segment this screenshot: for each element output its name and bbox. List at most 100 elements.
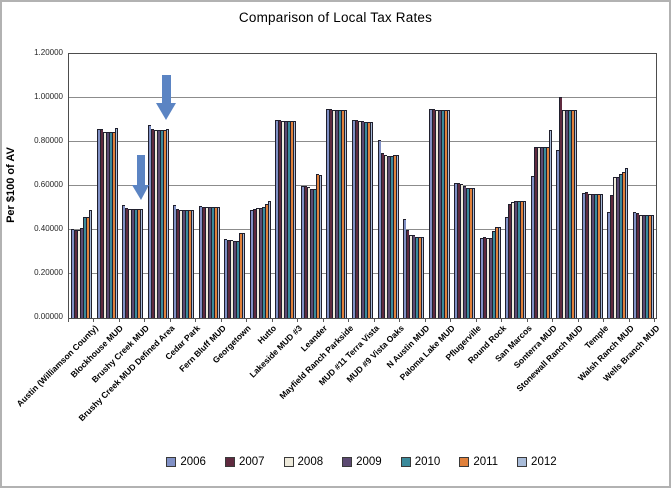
bar-2007 [176, 209, 180, 318]
bar-2007 [584, 192, 588, 318]
legend-color-swatch [224, 457, 235, 467]
bar-2008 [230, 240, 234, 318]
bar-2008 [434, 110, 438, 318]
bar-2006 [530, 176, 534, 318]
bar-2006 [326, 109, 330, 318]
bar-2008 [460, 184, 464, 318]
bar-2008 [204, 207, 208, 318]
bar-2011 [392, 155, 396, 318]
legend-item: 2007 [224, 456, 265, 468]
legend-item: 2006 [166, 456, 206, 468]
bar-2006 [351, 120, 355, 318]
bar-2007 [610, 195, 614, 318]
bar-2011 [366, 122, 370, 318]
x-tick [247, 318, 273, 322]
bar-2006 [454, 183, 458, 318]
bar-2012 [165, 129, 169, 318]
bar-2007 [508, 204, 512, 318]
legend-label: 2007 [238, 456, 265, 468]
bar-2009 [437, 110, 441, 318]
bar-2009 [514, 201, 518, 318]
bar-2011 [315, 174, 319, 318]
legend-item: 2009 [342, 456, 382, 468]
bar-2012 [114, 128, 118, 318]
bar-group [273, 54, 299, 318]
y-tick-label: 0.60000 [34, 180, 63, 189]
bar-2007 [482, 237, 486, 318]
bar-2007 [635, 213, 639, 318]
bar-2010 [312, 189, 316, 318]
bar-2008 [562, 110, 566, 318]
bar-2006 [556, 150, 560, 318]
bar-2010 [593, 194, 597, 318]
bar-2011 [571, 110, 575, 318]
bar-2008 [383, 155, 387, 318]
bar-2012 [446, 110, 450, 318]
bar-2009 [284, 121, 288, 318]
bar-2011 [545, 147, 549, 318]
legend-item: 2008 [283, 456, 323, 468]
bar-2011 [264, 204, 268, 318]
legend-label: 2011 [473, 456, 499, 468]
bar-2010 [389, 156, 393, 318]
bar-2010 [440, 110, 444, 318]
bar-group [503, 54, 529, 318]
x-tick [604, 318, 630, 322]
legend-color-swatch [517, 457, 528, 467]
bar-2008 [102, 132, 106, 318]
bar-2007 [559, 97, 563, 318]
y-tick-label: 0.20000 [34, 268, 63, 277]
legend-color-swatch [283, 457, 294, 467]
bar-2009 [207, 207, 211, 318]
bar-2012 [497, 227, 501, 318]
legend-label: 2012 [531, 456, 557, 468]
bar-2006 [607, 212, 611, 318]
bar-group [375, 54, 401, 318]
bar-2006 [505, 217, 509, 318]
bar-group [222, 54, 248, 318]
bar-2010 [134, 209, 138, 318]
bar-2011 [418, 237, 422, 318]
bar-2006 [275, 120, 279, 318]
bar-2012 [599, 194, 603, 318]
bar-2009 [258, 208, 262, 318]
bar-2009 [105, 132, 109, 318]
bar-2007 [99, 129, 103, 318]
bar-2007 [227, 240, 231, 318]
bar-2012 [191, 210, 195, 318]
bar-2006 [147, 125, 151, 318]
legend-item: 2010 [400, 456, 440, 468]
bar-2012 [548, 130, 552, 318]
bar-2010 [185, 210, 189, 318]
bar-2012 [369, 122, 373, 318]
x-tick [375, 318, 401, 322]
bar-2009 [182, 210, 186, 318]
bar-2011 [213, 207, 217, 318]
bar-2008 [638, 215, 642, 318]
legend-color-swatch [166, 457, 177, 467]
bar-2010 [261, 207, 265, 318]
bar-2006 [198, 206, 202, 318]
bar-2011 [290, 121, 294, 318]
bar-group [350, 54, 376, 318]
y-tick-label: 0.00000 [34, 312, 63, 321]
bar-2008 [306, 187, 310, 318]
bar-2006 [224, 239, 228, 318]
x-category-label: Hutto [255, 323, 279, 346]
bar-2009 [233, 241, 237, 318]
bar-group [528, 54, 554, 318]
x-tick [196, 318, 222, 322]
bar-group [95, 54, 121, 318]
bar-2011 [469, 188, 473, 318]
bar-2010 [619, 174, 623, 318]
x-tick [553, 318, 579, 322]
bar-2008 [613, 177, 617, 318]
bar-2006 [581, 193, 585, 318]
bar-2009 [360, 121, 364, 318]
bar-2006 [479, 238, 483, 318]
bar-2007 [457, 183, 461, 318]
bar-2010 [210, 207, 214, 318]
bar-2008 [255, 208, 259, 318]
y-tick-label: 0.40000 [34, 224, 63, 233]
bar-group [324, 54, 350, 318]
